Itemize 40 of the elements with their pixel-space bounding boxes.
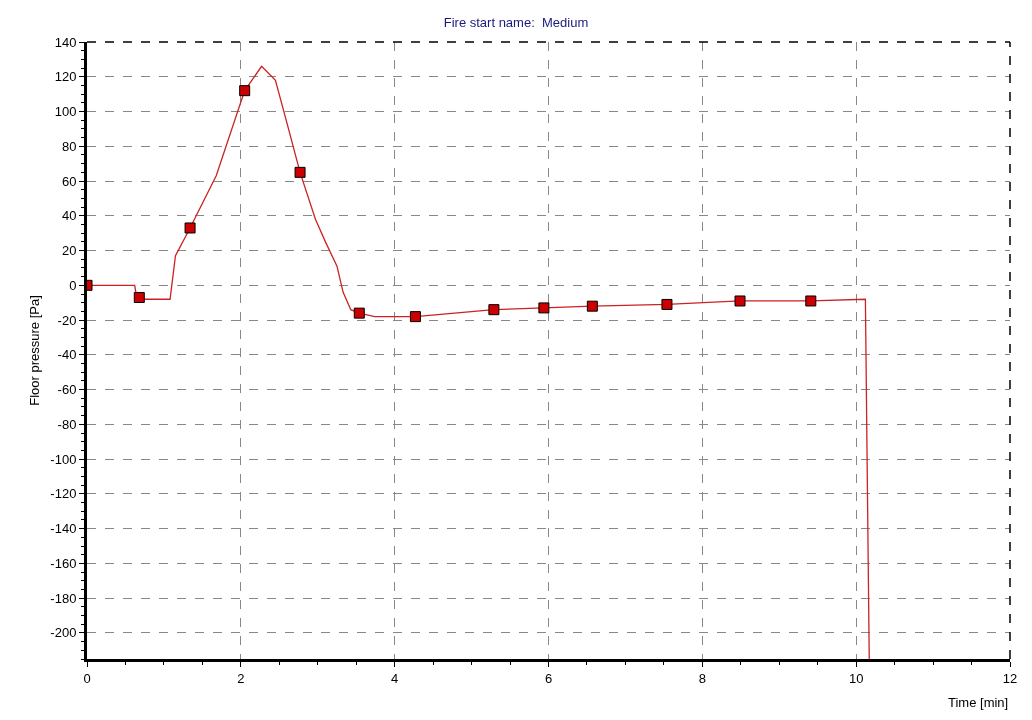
x-tick-label: 12 <box>1002 670 1018 686</box>
y-tick-label: -120 <box>50 486 77 502</box>
point <box>184 222 196 234</box>
y-tick-label: -160 <box>50 555 77 571</box>
point <box>133 291 145 303</box>
point <box>661 298 673 310</box>
point <box>294 166 306 178</box>
point <box>239 85 251 97</box>
y-tick-label: 140 <box>54 34 77 50</box>
x-tick-label: 6 <box>544 670 553 686</box>
x-tick-label: 10 <box>848 670 864 686</box>
y-tick-label: -200 <box>50 625 77 641</box>
y-tick-label: -40 <box>57 347 77 363</box>
y-tick-label: -60 <box>57 382 77 398</box>
x-tick-label: 2 <box>237 670 245 686</box>
point <box>409 311 421 323</box>
y-tick-label: -140 <box>50 521 77 537</box>
y-tick-label: 40 <box>61 208 77 224</box>
x-tick-label: 0 <box>83 670 91 686</box>
x-axis-title: Time [min] <box>948 695 1009 710</box>
y-tick-label: -180 <box>50 590 77 606</box>
chart-title: Fire start name: Medium <box>443 14 589 30</box>
y-axis-title: Floor pressure [Pa] <box>27 295 43 406</box>
x-tick-label: 4 <box>391 670 399 686</box>
y-tick-label: -20 <box>57 312 77 328</box>
point <box>353 307 365 319</box>
y-tick-label: -80 <box>57 416 77 432</box>
point <box>586 300 598 312</box>
y-tick-label: 60 <box>61 173 77 189</box>
y-tick-label: 80 <box>61 138 77 154</box>
point <box>805 295 817 307</box>
point <box>538 302 550 314</box>
y-tick-label: 0 <box>69 277 77 293</box>
point <box>734 295 746 307</box>
x-tick-label: 8 <box>698 670 706 686</box>
point <box>488 304 500 316</box>
y-tick-label: 120 <box>54 69 77 85</box>
y-tick-label: -100 <box>50 451 77 467</box>
y-tick-label: 20 <box>61 243 77 259</box>
y-tick-label: 100 <box>54 104 77 120</box>
